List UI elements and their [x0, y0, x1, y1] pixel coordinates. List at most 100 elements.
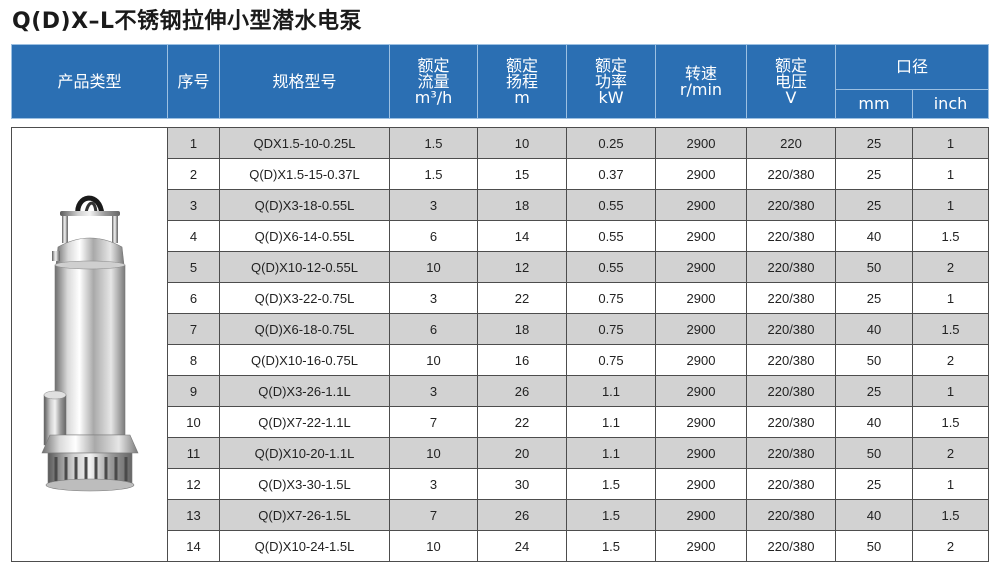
table-row: 14 Q(D)X10-24-1.5L 10 24 1.5 2900 220/38…: [12, 530, 990, 562]
cell-seq: 5: [167, 251, 220, 283]
cell-mm: 25: [835, 127, 913, 159]
table-row: 10 Q(D)X7-22-1.1L 7 22 1.1 2900 220/380 …: [12, 406, 990, 438]
cell-head: 18: [477, 313, 567, 345]
cell-seq: 11: [167, 437, 220, 469]
cell-seq: 6: [167, 282, 220, 314]
cell-voltage: 220/380: [746, 406, 836, 438]
cell-seq: 1: [167, 127, 220, 159]
cell-power: 0.25: [566, 127, 656, 159]
cell-mm: 50: [835, 530, 913, 562]
cell-speed: 2900: [655, 158, 747, 190]
cell-model: Q(D)X3-30-1.5L: [219, 468, 390, 500]
cell-model: Q(D)X3-18-0.55L: [219, 189, 390, 221]
cell-flow: 3: [389, 189, 478, 221]
header-power-line2: 功率: [594, 71, 627, 91]
cell-head: 26: [477, 499, 567, 531]
cell-head: 22: [477, 406, 567, 438]
cell-inch: 1: [911, 158, 990, 190]
cell-seq: 10: [167, 406, 220, 438]
cell-power: 1.1: [566, 375, 656, 407]
cell-flow: 10: [389, 530, 478, 562]
table-row: 2 Q(D)X1.5-15-0.37L 1.5 15 0.37 2900 220…: [12, 158, 990, 190]
cell-head: 18: [477, 189, 567, 221]
cell-voltage: 220/380: [746, 530, 836, 562]
cell-mm: 25: [835, 282, 913, 314]
cell-speed: 2900: [655, 468, 747, 500]
cell-mm: 25: [835, 468, 913, 500]
cell-flow: 10: [389, 437, 478, 469]
cell-seq: 3: [167, 189, 220, 221]
cell-flow: 6: [389, 220, 478, 252]
header-product-type: 产品类型: [11, 44, 168, 119]
header-mm: mm: [835, 89, 913, 119]
cell-mm: 25: [835, 189, 913, 221]
cell-head: 16: [477, 344, 567, 376]
cell-model: Q(D)X7-26-1.5L: [219, 499, 390, 531]
table-row: 6 Q(D)X3-22-0.75L 3 22 0.75 2900 220/380…: [12, 282, 990, 314]
cell-seq: 4: [167, 220, 220, 252]
spec-table: 产品类型 序号 规格型号 额定 流量 m³/h 额定 扬程 m 额定 功率 kW…: [11, 44, 990, 562]
cell-voltage: 220/380: [746, 189, 836, 221]
cell-voltage: 220/380: [746, 313, 836, 345]
table-row: 12 Q(D)X3-30-1.5L 3 30 1.5 2900 220/380 …: [12, 468, 990, 500]
cell-model: QDX1.5-10-0.25L: [219, 127, 390, 159]
cell-speed: 2900: [655, 530, 747, 562]
cell-head: 20: [477, 437, 567, 469]
header-voltage-line1: 额定: [774, 55, 807, 75]
cell-power: 0.55: [566, 189, 656, 221]
cell-voltage: 220/380: [746, 468, 836, 500]
header-flow-line2: 流量: [417, 71, 450, 91]
cell-flow: 1.5: [389, 127, 478, 159]
header-head-line2: 扬程: [505, 71, 538, 91]
cell-voltage: 220/380: [746, 344, 836, 376]
cell-inch: 1.5: [911, 406, 990, 438]
header-head: 额定 扬程 m: [477, 44, 567, 119]
spec-table-body: 1 QDX1.5-10-0.25L 1.5 10 0.25 2900 2 20 2…: [11, 118, 990, 562]
cell-power: 0.75: [566, 344, 656, 376]
cell-head: 14: [477, 220, 567, 252]
cell-voltage: 220/380: [746, 158, 836, 190]
cell-seq: 8: [167, 344, 220, 376]
cell-model: Q(D)X6-14-0.55L: [219, 220, 390, 252]
cell-speed: 2900: [655, 313, 747, 345]
cell-mm: 50: [835, 437, 913, 469]
cell-speed: 2900: [655, 282, 747, 314]
cell-inch: 1: [911, 282, 990, 314]
table-row: 9 Q(D)X3-26-1.1L 3 26 1.1 2900 220/380 2…: [12, 375, 990, 407]
header-speed: 转速 r/min: [655, 44, 747, 119]
cell-seq: 14: [167, 530, 220, 562]
cell-voltage: 220/380: [746, 220, 836, 252]
cell-speed: 2900: [655, 189, 747, 221]
cell-seq: 2: [167, 158, 220, 190]
header-head-line1: 额定: [505, 55, 538, 75]
cell-speed: 2900: [655, 220, 747, 252]
cell-inch: 1: [911, 468, 990, 500]
header-voltage: 额定 电压 V: [746, 44, 836, 119]
cell-head: 30: [477, 468, 567, 500]
header-voltage-unit: V: [785, 87, 797, 107]
header-speed-unit: r/min: [679, 79, 723, 99]
cell-flow: 1.5: [389, 158, 478, 190]
cell-head: 26: [477, 375, 567, 407]
cell-head: 24: [477, 530, 567, 562]
cell-power: 0.37: [566, 158, 656, 190]
header-power: 额定 功率 kW: [566, 44, 656, 119]
cell-speed: 2900: [655, 437, 747, 469]
cell-inch: 1: [911, 189, 990, 221]
cell-mm: 50: [835, 251, 913, 283]
cell-model: Q(D)X3-26-1.1L: [219, 375, 390, 407]
cell-inch: 2: [911, 344, 990, 376]
cell-voltage: 220/380: [746, 282, 836, 314]
cell-mm: 50: [835, 344, 913, 376]
header-flow: 额定 流量 m³/h: [389, 44, 478, 119]
header-flow-line1: 额定: [417, 55, 450, 75]
cell-power: 0.75: [566, 313, 656, 345]
header-flow-unit: m³/h: [414, 87, 453, 107]
cell-head: 10: [477, 127, 567, 159]
cell-power: 0.75: [566, 282, 656, 314]
cell-inch: 1.5: [911, 220, 990, 252]
cell-model: Q(D)X7-22-1.1L: [219, 406, 390, 438]
cell-flow: 7: [389, 406, 478, 438]
table-row: 1 QDX1.5-10-0.25L 1.5 10 0.25 2900 2 20 2…: [11, 127, 990, 562]
header-spacer: [11, 118, 989, 128]
